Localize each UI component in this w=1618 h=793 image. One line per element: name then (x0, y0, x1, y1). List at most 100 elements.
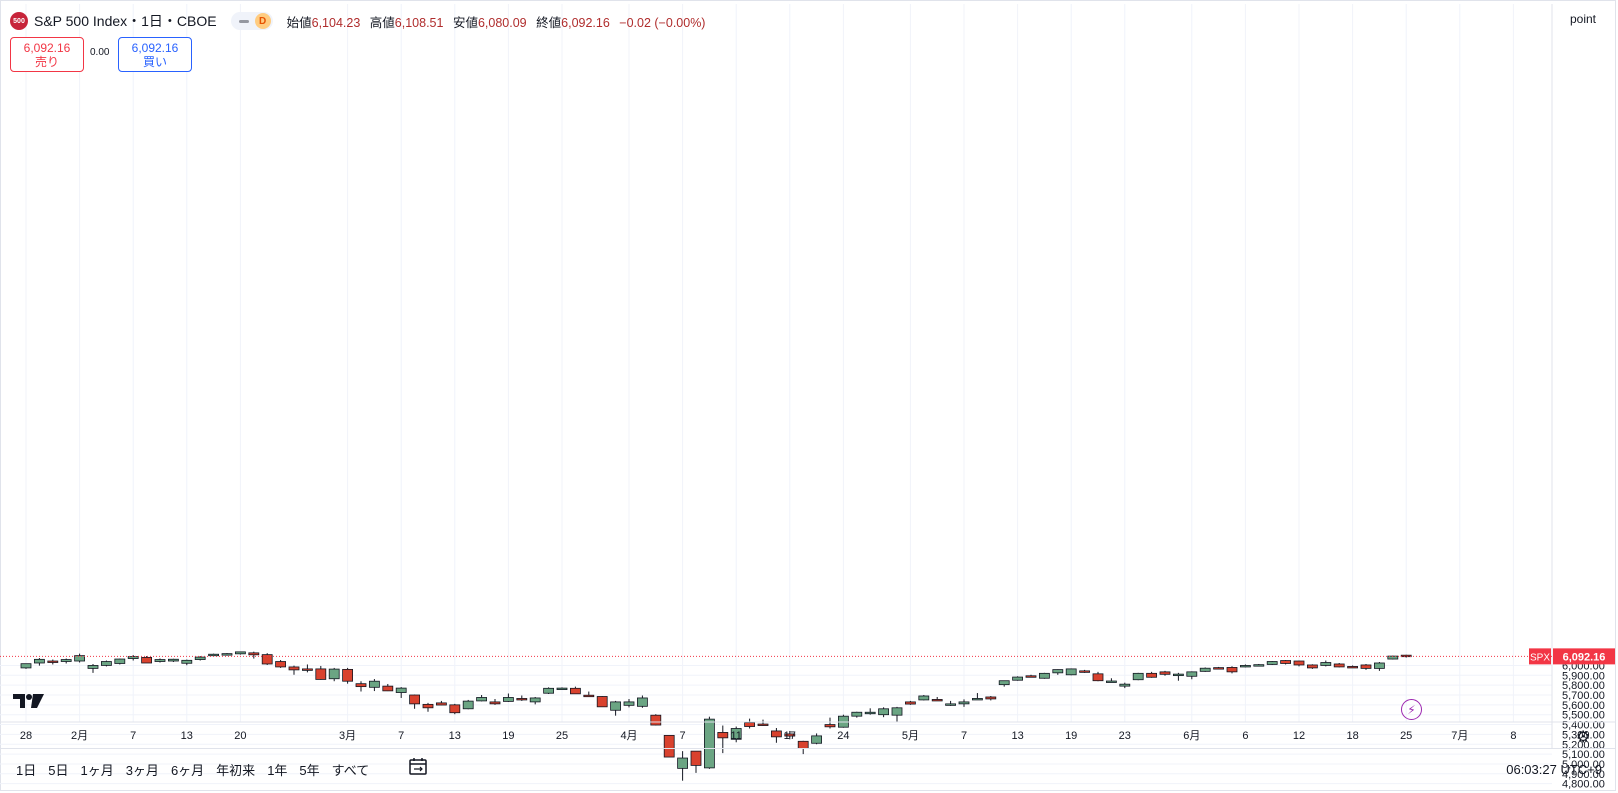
clock-display[interactable]: 06:03:27 UTC+9 (1506, 762, 1602, 777)
buy-button[interactable]: 6,092.16 買い (118, 37, 192, 72)
sell-button[interactable]: 6,092.16 売り (10, 37, 84, 72)
candle (87, 663, 99, 673)
candle (422, 702, 434, 712)
grid-layer (0, 4, 1552, 785)
candle-body (1307, 664, 1318, 669)
sell-price: 6,092.16 (23, 40, 71, 55)
candle-body (101, 661, 112, 666)
candle-body (1065, 668, 1077, 676)
candle (47, 659, 59, 665)
candle-body (730, 728, 742, 740)
candle (1039, 672, 1050, 679)
y-tick-label: 5,100.00 (1562, 749, 1605, 761)
candle-body (1280, 660, 1291, 664)
candle-body (194, 656, 206, 660)
candle-body (931, 699, 943, 702)
candle (167, 658, 179, 663)
timeframe-button[interactable]: 1ヶ月 (80, 763, 114, 778)
price-unit-button[interactable]: point (1569, 12, 1597, 26)
candle (704, 716, 715, 769)
candle (1226, 666, 1238, 674)
x-tick-label: 18 (1346, 730, 1358, 742)
candle (101, 660, 112, 667)
candle-body (181, 659, 193, 664)
candle (449, 703, 461, 715)
candle (1333, 662, 1345, 668)
x-tick-label: 6 (1242, 730, 1248, 742)
candle-body (502, 697, 514, 702)
candle (543, 687, 554, 695)
candle-body (1320, 662, 1332, 666)
candle-body (1199, 667, 1211, 672)
candle-body (275, 661, 287, 668)
candle-body (757, 723, 769, 726)
candle-body (114, 658, 126, 664)
x-tick-label: 13 (449, 730, 461, 742)
candle-body (489, 701, 501, 705)
candle (1119, 682, 1131, 689)
candle (570, 686, 581, 695)
candle (744, 718, 755, 729)
candle-body (851, 711, 863, 717)
x-tick-label: 12 (1293, 730, 1305, 742)
candle-body (610, 701, 621, 711)
candle-body (1186, 671, 1198, 677)
symbol-tag (1529, 648, 1551, 665)
candle (1106, 678, 1117, 683)
candle (261, 653, 273, 665)
candle-body (623, 701, 635, 706)
timeframe-button[interactable]: 3ヶ月 (125, 763, 159, 778)
candle-body (583, 694, 595, 698)
candle-body (435, 702, 447, 706)
candle-body (74, 655, 85, 662)
tradingview-logo-icon[interactable] (13, 693, 45, 709)
timeframe-button[interactable]: 5年 (299, 763, 320, 778)
candle (20, 663, 32, 669)
candle (462, 699, 474, 710)
timeframe-button[interactable]: 年初来 (216, 763, 256, 778)
candle-body (704, 718, 715, 769)
candle-body (1253, 664, 1265, 667)
open-label: 始値 (286, 15, 312, 30)
x-tick-label: 23 (1119, 730, 1131, 742)
lightning-icon[interactable]: ⚡ (1401, 699, 1422, 720)
candle-body (543, 687, 554, 694)
candle-body (1240, 665, 1251, 668)
gear-icon[interactable]: ⚙ (1576, 729, 1591, 746)
candle (784, 730, 796, 740)
candle (1159, 670, 1171, 676)
candle-body (1025, 675, 1037, 678)
candle-body (208, 653, 220, 657)
candle-body (34, 658, 45, 664)
x-tick-label: 25 (556, 730, 568, 742)
candle (248, 651, 260, 659)
x-tick-label: 7 (961, 730, 967, 742)
timeframe-button[interactable]: すべて (331, 763, 370, 778)
candle-body (771, 730, 782, 738)
candle (409, 694, 421, 709)
x-tick-label: 20 (234, 730, 246, 742)
candle (288, 665, 300, 675)
y-tick-label: 4,800.00 (1562, 779, 1605, 791)
candle (610, 700, 621, 716)
timeframe-button[interactable]: 1年 (267, 763, 288, 778)
interval-toggle[interactable]: D (230, 12, 273, 30)
candle (637, 695, 648, 708)
candle (1173, 672, 1184, 681)
candle (864, 708, 876, 715)
y-tick-label: 5,500.00 (1562, 710, 1605, 722)
calendar-range-icon[interactable] (408, 756, 428, 776)
timeframe-button[interactable]: 1日 (16, 763, 37, 778)
candle-body (462, 700, 474, 710)
candle-body (1146, 672, 1157, 678)
timeframe-button[interactable]: 6ヶ月 (170, 763, 205, 778)
x-tick-label: 19 (502, 730, 514, 742)
candle (1266, 661, 1278, 665)
symbol-title[interactable]: S&P 500 Index・1日・CBOE (34, 13, 217, 29)
timeframe-button[interactable]: 5日 (48, 763, 69, 778)
candle-body (382, 685, 394, 692)
candle (918, 695, 930, 701)
candle (154, 658, 166, 663)
x-tick-label: 2月 (71, 730, 88, 742)
